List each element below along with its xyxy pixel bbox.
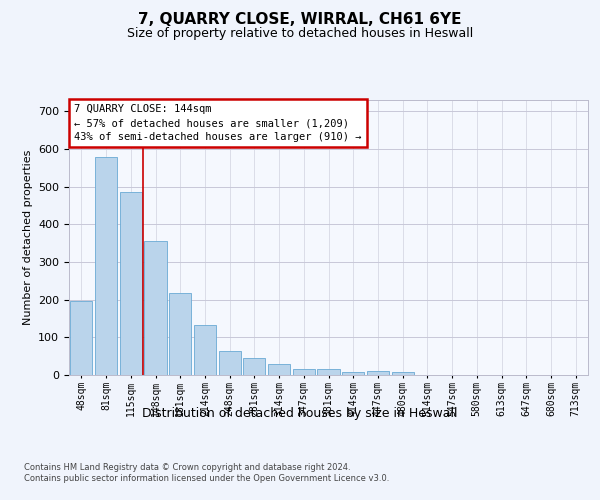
Bar xyxy=(95,156,117,375)
Bar xyxy=(392,372,414,375)
Bar xyxy=(243,358,265,375)
Bar xyxy=(169,293,191,375)
Bar xyxy=(268,364,290,375)
Bar xyxy=(342,372,364,375)
Bar xyxy=(119,192,142,375)
Y-axis label: Number of detached properties: Number of detached properties xyxy=(23,150,32,325)
Bar xyxy=(145,242,167,375)
Bar xyxy=(367,371,389,375)
Bar xyxy=(293,369,315,375)
Bar xyxy=(70,301,92,375)
Text: Contains public sector information licensed under the Open Government Licence v3: Contains public sector information licen… xyxy=(24,474,389,483)
Bar xyxy=(317,369,340,375)
Text: Size of property relative to detached houses in Heswall: Size of property relative to detached ho… xyxy=(127,28,473,40)
Text: Distribution of detached houses by size in Heswall: Distribution of detached houses by size … xyxy=(142,408,458,420)
Bar xyxy=(194,326,216,375)
Text: Contains HM Land Registry data © Crown copyright and database right 2024.: Contains HM Land Registry data © Crown c… xyxy=(24,462,350,471)
Text: 7, QUARRY CLOSE, WIRRAL, CH61 6YE: 7, QUARRY CLOSE, WIRRAL, CH61 6YE xyxy=(138,12,462,28)
Bar xyxy=(218,352,241,375)
Text: 7 QUARRY CLOSE: 144sqm
← 57% of detached houses are smaller (1,209)
43% of semi-: 7 QUARRY CLOSE: 144sqm ← 57% of detached… xyxy=(74,104,362,142)
